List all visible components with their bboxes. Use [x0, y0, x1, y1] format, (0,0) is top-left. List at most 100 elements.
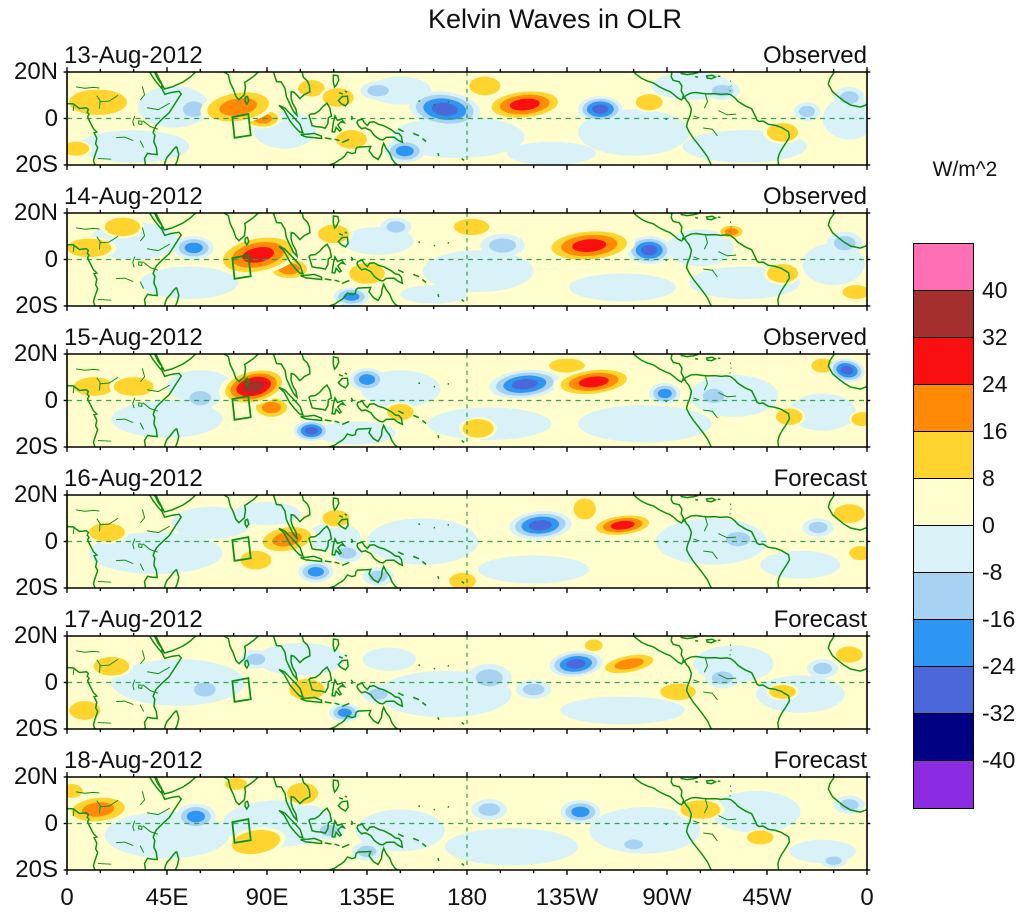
contour-blob: [571, 806, 590, 818]
contour-blob: [355, 809, 445, 852]
contour-blob: [825, 856, 842, 865]
contour-blob: [186, 810, 205, 823]
panel-type-label: Observed: [762, 42, 867, 69]
contour-blob: [242, 247, 275, 263]
contour-blob: [73, 377, 114, 396]
panel-type-label: Forecast: [773, 606, 867, 633]
colorbar-tick-label: 8: [982, 465, 995, 491]
contour-blob: [767, 264, 799, 283]
figure-title: Kelvin Waves in OLR: [427, 4, 683, 34]
y-axis-tick-label: 20S: [15, 151, 58, 178]
x-axis-tick-label: 90W: [642, 884, 692, 911]
y-axis-tick-label: 20N: [13, 58, 58, 85]
contour-blob: [444, 828, 579, 866]
contour-blob: [584, 639, 603, 652]
x-axis-tick-label: 45E: [145, 884, 189, 911]
x-axis-tick-label: 90E: [245, 884, 289, 911]
contour-blob: [449, 572, 476, 588]
contour-blob: [813, 662, 832, 675]
colorbar-tick-label: 0: [982, 512, 995, 538]
y-axis-tick-label: 0: [44, 527, 58, 555]
y-axis-tick-label: 20S: [15, 292, 58, 319]
contour-blob: [337, 708, 352, 717]
panel-date-label: 15-Aug-2012: [64, 324, 203, 351]
x-axis-tick-label: 45W: [742, 884, 792, 911]
monitor-box-outline: [232, 537, 250, 561]
contour-blob: [822, 97, 867, 140]
contour-blob: [343, 292, 360, 301]
contour-blob: [507, 141, 596, 165]
colorbar-tick-label: 40: [982, 277, 1008, 303]
contour-blob: [711, 671, 734, 685]
contour-blob: [93, 656, 130, 676]
contour-blob: [69, 89, 127, 116]
contour-blob: [386, 221, 406, 233]
contour-blob: [367, 84, 389, 97]
map-plot: [67, 354, 867, 447]
panel-date-label: 13-Aug-2012: [64, 42, 203, 69]
contour-blob: [255, 642, 345, 676]
contour-blob: [702, 388, 725, 403]
panel-frame-ticks: [64, 631, 871, 734]
contour-blob: [262, 401, 281, 414]
contour-blob: [67, 783, 83, 798]
panel-date-label: 18-Aug-2012: [64, 747, 203, 774]
contour-blob: [304, 426, 318, 435]
y-axis-tick-label: 0: [44, 386, 58, 414]
panel-date-label: 16-Aug-2012: [64, 465, 203, 492]
monitor-box-outline: [232, 678, 250, 702]
contour-blob: [431, 102, 458, 116]
y-axis-tick-label: 0: [44, 245, 58, 273]
x-axis-tick-label: 0: [860, 884, 874, 911]
contour-blob: [322, 510, 350, 527]
panel-frame-ticks: [64, 490, 871, 593]
contour-blob: [337, 547, 357, 559]
contour-blob: [725, 532, 751, 547]
y-axis-tick-label: 20N: [13, 763, 58, 790]
panel-frame-ticks: [64, 208, 871, 311]
contour-blob: [307, 522, 361, 551]
panel-type-label: Observed: [762, 324, 867, 351]
colorbar-segment: [914, 479, 973, 526]
contour-blob: [811, 358, 834, 373]
y-axis-tick-label: 20S: [15, 856, 58, 883]
contour-blob: [78, 130, 190, 163]
colorbar-segment: [914, 573, 973, 620]
contour-blob: [511, 378, 538, 390]
map-plot: [67, 636, 867, 729]
colorbar-tick-label: 16: [982, 418, 1008, 444]
contour-blob: [767, 123, 799, 142]
colorbar-segment: [914, 291, 973, 338]
contour-blob: [307, 566, 324, 577]
contour-blob: [489, 238, 517, 253]
colorbar-segment: [914, 761, 973, 808]
y-axis-tick-label: 20N: [13, 199, 58, 226]
y-axis-tick-label: 0: [44, 104, 58, 132]
contour-blob: [592, 104, 609, 114]
y-axis-tick-label: 0: [44, 809, 58, 837]
contour-blob: [569, 273, 676, 302]
colorbar-tick-label: -16: [982, 606, 1016, 632]
contour-blob: [578, 376, 609, 388]
y-axis-tick-label: 20N: [13, 481, 58, 508]
map-plot: [67, 777, 867, 870]
contour-blob: [478, 555, 590, 584]
x-axis-tick-label: 180: [446, 884, 488, 911]
y-axis-tick-label: 20S: [15, 574, 58, 601]
colorbar-segment: [914, 526, 973, 573]
colorbar-segment: [914, 338, 973, 385]
contour-blob: [469, 76, 501, 96]
contour-blob: [657, 388, 672, 399]
contour-blob: [362, 647, 416, 671]
y-axis-tick-label: 20S: [15, 433, 58, 460]
contour-blob: [104, 217, 141, 237]
contour-blob: [246, 653, 266, 665]
contour-blob: [680, 800, 721, 819]
contour-blob: [400, 285, 467, 304]
contour-blob: [335, 130, 367, 149]
contour-blob: [614, 658, 644, 670]
contour-blob: [67, 141, 90, 156]
contour-blob: [839, 91, 859, 104]
contour-blob: [322, 88, 354, 107]
